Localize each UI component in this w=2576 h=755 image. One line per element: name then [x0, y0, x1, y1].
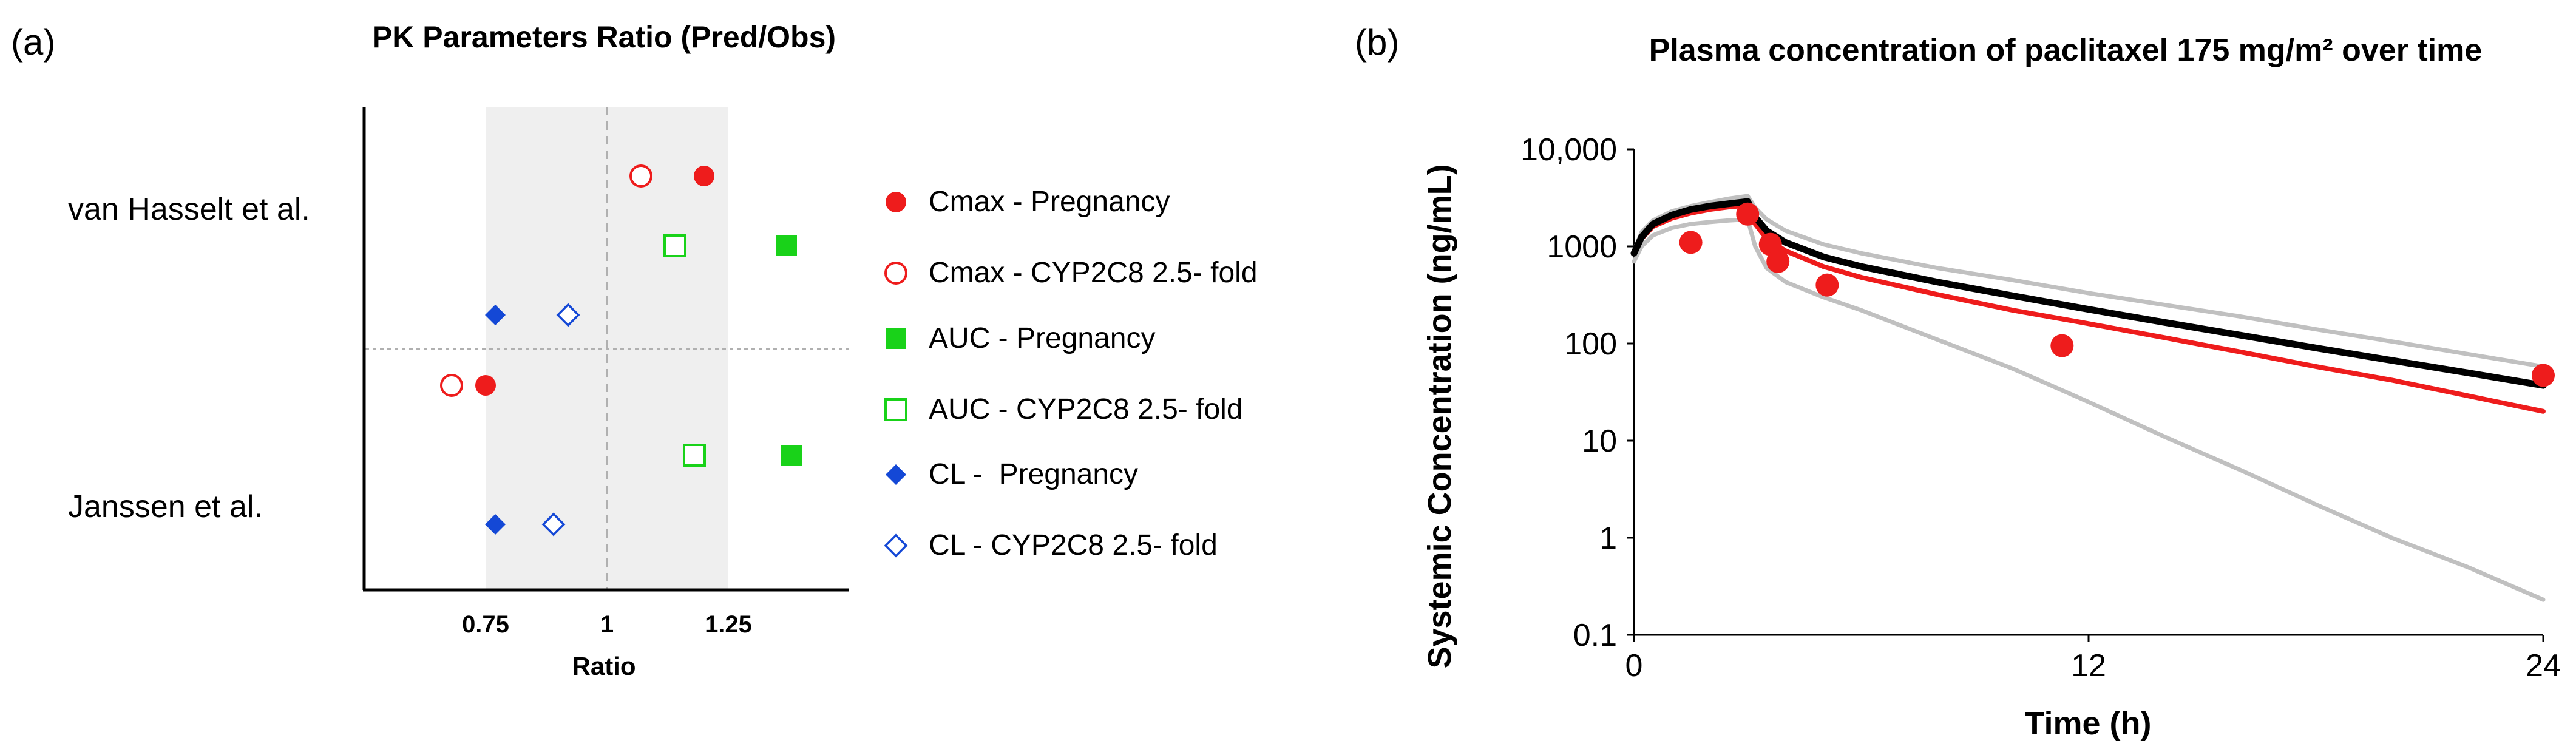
y-axis-ticks	[1627, 148, 2544, 642]
point-auc-cyp2c8-2-5-fold-van-hasselt-et-al	[663, 234, 686, 257]
panel-b-series-lines	[1630, 194, 2547, 602]
y-tick-label: 1	[1599, 521, 1617, 556]
legend-marker-cmax-pregnancy	[886, 192, 906, 212]
legend-marker-auc-pregnancy	[886, 328, 906, 349]
x-tick-label: 24	[2526, 648, 2561, 683]
panel-a-legend: Cmax - Pregnancy Cmax - CYP2C8 2.5- fold…	[884, 186, 1258, 561]
observed-point	[2532, 364, 2555, 387]
observed-point	[2050, 334, 2074, 357]
point-auc-cyp2c8-2-5-fold-janssen-et-al	[683, 444, 706, 467]
legend-marker-cl-cyp2c8-2-5-fold	[884, 533, 908, 558]
legend-label-auc-cyp2c8: AUC - CYP2C8 2.5- fold	[929, 393, 1243, 425]
legend-marker-cl-pregnancy	[886, 464, 906, 485]
panel-a-data-points	[440, 164, 802, 537]
y-tick-label: 1000	[1547, 229, 1617, 265]
y-tick-label: 0.1	[1573, 618, 1617, 653]
x-tick-label: 12	[2071, 648, 2106, 683]
legend-label-cmax-cyp2c8: Cmax - CYP2C8 2.5- fold	[929, 257, 1258, 289]
point-auc-pregnancy-janssen-et-al	[781, 445, 802, 466]
point-cl-pregnancy-van-hasselt-et-al	[485, 305, 506, 325]
line-upper-bound	[1632, 194, 2546, 369]
group-label-janssen: Janssen et al.	[68, 489, 263, 524]
point-cmax-cyp2c8-2-5-fold-janssen-et-al	[440, 374, 463, 397]
point-cl-pregnancy-janssen-et-al	[485, 514, 506, 535]
x-tick-label: 1	[600, 611, 614, 638]
legend-marker-auc-cyp2c8-2-5-fold	[884, 398, 907, 421]
legend-label-cl-cyp2c8: CL - CYP2C8 2.5- fold	[929, 529, 1218, 561]
point-cl-cyp2c8-2-5-fold-van-hasselt-et-al	[556, 303, 580, 327]
panel-b-title: Plasma concentration of paclitaxel 175 m…	[1649, 33, 2483, 68]
y-tick-label: 100	[1564, 327, 1617, 362]
group-label-van-hasselt: van Hasselt et al.	[68, 192, 310, 227]
x-tick-label: 0.75	[462, 611, 509, 638]
panel-a-title: PK Parameters Ratio (Pred/Obs)	[372, 20, 836, 54]
legend-marker-cmax-cyp2c8-2-5-fold	[884, 262, 907, 285]
panel-b-observed-points	[1679, 202, 2555, 387]
observed-point	[1766, 249, 1790, 273]
line-predicted-black	[1630, 198, 2547, 389]
point-cl-cyp2c8-2-5-fold-janssen-et-al	[541, 512, 566, 537]
panel-b-y-axis-label: Systemic Concentration (ng/mL)	[1422, 164, 1458, 668]
legend-label-cl-pregnancy: CL - Pregnancy	[929, 458, 1138, 490]
point-cmax-pregnancy-van-hasselt-et-al	[694, 166, 714, 186]
panel-a-x-axis-label: Ratio	[572, 652, 636, 680]
panel-b-label: (b)	[1355, 22, 1399, 63]
point-cmax-pregnancy-janssen-et-al	[475, 375, 496, 396]
point-cmax-cyp2c8-2-5-fold-van-hasselt-et-al	[629, 164, 652, 188]
point-auc-pregnancy-van-hasselt-et-al	[776, 235, 797, 256]
panel-a: (a) PK Parameters Ratio (Pred/Obs) van H…	[11, 20, 1258, 680]
observed-point	[1815, 273, 1839, 297]
y-tick-label: 10	[1582, 424, 1617, 459]
panel-b: (b) Plasma concentration of paclitaxel 1…	[1355, 22, 2561, 742]
panel-b-x-axis-label: Time (h)	[2024, 705, 2151, 742]
legend-markers	[884, 192, 908, 558]
observed-point	[1679, 231, 1703, 254]
legend-label-auc-pregnancy: AUC - Pregnancy	[929, 322, 1155, 354]
legend-label-cmax-pregnancy: Cmax - Pregnancy	[929, 186, 1170, 218]
x-tick-label: 1.25	[705, 611, 752, 638]
panel-a-label: (a)	[11, 22, 55, 63]
observed-point	[1736, 202, 1760, 226]
y-tick-label: 10,000	[1520, 132, 1617, 168]
line-lower-bound	[1632, 217, 2546, 602]
x-tick-label: 0	[1625, 648, 1643, 683]
